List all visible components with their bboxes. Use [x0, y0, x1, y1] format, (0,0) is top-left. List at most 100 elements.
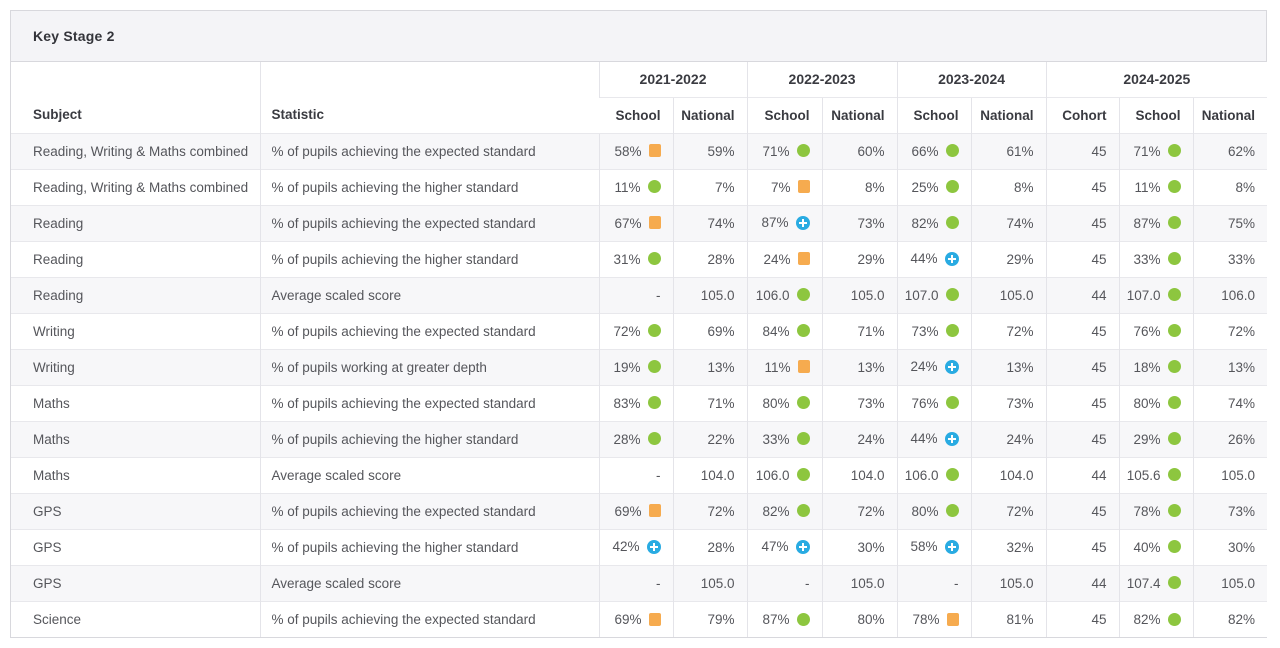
cell-value: -	[656, 575, 661, 591]
table-row: Reading% of pupils achieving the expecte…	[11, 204, 1268, 241]
green-circle-icon	[945, 288, 959, 302]
value-cell: 45	[1045, 204, 1120, 241]
cell-value: 11%	[764, 359, 791, 375]
subject-column-header: Subject	[33, 106, 82, 122]
panel-title: Key Stage 2	[11, 11, 1266, 62]
cell-value: 45	[1091, 215, 1107, 231]
cell-value: 28%	[707, 251, 735, 267]
value-cell: 79%	[672, 600, 748, 637]
value-cell: 73%	[970, 384, 1047, 421]
cell-value: 74%	[707, 215, 735, 231]
value-cell: 71%	[746, 132, 823, 169]
table-row: Maths% of pupils achieving the expected …	[11, 384, 1268, 421]
value-cell: 45	[1045, 420, 1120, 457]
cell-value: 45	[1091, 323, 1107, 339]
sub-column-header-cohort: Cohort	[1045, 96, 1120, 133]
cell-value: 76%	[911, 395, 939, 411]
green-circle-icon	[796, 504, 810, 518]
table-header: Subject Statistic 2021-2022 2022-2023 2023…	[11, 62, 1268, 133]
value-cell: 106.0	[1192, 276, 1268, 313]
value-cell: 107.0	[1118, 276, 1194, 313]
cell-value: 47%	[761, 539, 789, 555]
cell-value: 107.0	[904, 287, 939, 303]
cell-value: 104.0	[850, 467, 885, 483]
subject-cell: Reading, Writing & Maths combined	[11, 168, 260, 205]
statistic-cell: % of pupils achieving the expected stand…	[259, 384, 599, 421]
value-cell: 69%	[598, 492, 673, 529]
green-circle-icon	[1167, 576, 1181, 590]
cell-value: 13%	[1228, 359, 1256, 375]
value-cell: 7%	[746, 168, 823, 205]
table-row: Reading Average scaled score - 105.0 106.0 10…	[11, 276, 1268, 313]
value-cell: 45	[1045, 492, 1120, 529]
table-row: Writing% of pupils working at greater de…	[11, 348, 1268, 385]
cell-value: 45	[1091, 431, 1107, 447]
table-row: GPS% of pupils achieving the expected st…	[11, 492, 1268, 529]
cell-value: 71%	[1133, 143, 1161, 159]
cell-value: 107.4	[1126, 575, 1161, 591]
cell-value: 69%	[614, 503, 642, 519]
cell-value: 13%	[707, 359, 735, 375]
green-circle-icon	[945, 324, 959, 338]
subject-cell: Maths	[11, 456, 260, 493]
value-cell: 13%	[672, 348, 748, 385]
cell-value: 29%	[857, 251, 885, 267]
value-cell: 59%	[672, 132, 748, 169]
cell-value: 30%	[1228, 539, 1256, 555]
value-cell: 72%	[821, 492, 898, 529]
green-circle-icon	[647, 396, 661, 410]
value-cell: 74%	[1192, 384, 1268, 421]
cell-value: 59%	[707, 143, 735, 159]
green-circle-icon	[647, 180, 661, 194]
value-cell: 24%	[821, 420, 898, 457]
cell-value: 72%	[613, 323, 641, 339]
orange-square-icon	[797, 180, 810, 194]
cell-value: 11%	[1134, 179, 1161, 195]
green-circle-icon	[647, 252, 661, 266]
green-circle-icon	[796, 288, 810, 302]
value-cell: 26%	[1192, 420, 1268, 457]
cell-value: 45	[1091, 611, 1107, 627]
value-cell: 105.6	[1118, 456, 1194, 493]
table-body: Reading, Writing & Maths combined % of pu…	[11, 132, 1268, 637]
value-cell: 106.0	[746, 456, 823, 493]
subject-cell: GPS	[11, 564, 260, 601]
statistic-cell: % of pupils achieving the expected stand…	[259, 600, 599, 637]
green-circle-icon	[1167, 216, 1181, 230]
value-cell: 24%	[746, 240, 823, 277]
cell-value: 74%	[1006, 215, 1034, 231]
cell-value: 28%	[613, 431, 641, 447]
cell-value: 78%	[1133, 503, 1161, 519]
value-cell: 71%	[672, 384, 748, 421]
value-cell: 44	[1045, 456, 1120, 493]
value-cell: 58%	[896, 528, 972, 565]
value-cell: 105.0	[821, 276, 898, 313]
value-cell: 29%	[1118, 420, 1194, 457]
green-circle-icon	[1167, 504, 1181, 518]
value-cell: 33%	[1192, 240, 1268, 277]
value-cell: 82%	[746, 492, 823, 529]
cell-value: 24%	[857, 431, 885, 447]
green-circle-icon	[1167, 612, 1181, 626]
green-circle-icon	[945, 504, 959, 518]
value-cell: 87%	[746, 600, 823, 637]
cell-value: 8%	[1014, 179, 1034, 195]
cell-value: 33%	[762, 431, 790, 447]
subject-cell: Reading	[11, 204, 260, 241]
green-circle-icon	[1167, 288, 1181, 302]
cell-value: 82%	[1133, 611, 1161, 627]
cell-value: 105.0	[700, 287, 735, 303]
value-cell: 45	[1045, 132, 1120, 169]
value-cell: 106.0	[896, 456, 972, 493]
value-cell: 44%	[896, 240, 972, 277]
table-row: Maths Average scaled score - 104.0 106.0 104.…	[11, 456, 1268, 493]
cell-value: 75%	[1228, 215, 1256, 231]
value-cell: 72%	[1192, 312, 1268, 349]
cell-value: 105.0	[850, 287, 885, 303]
sub-column-header-school: School	[1118, 96, 1194, 133]
value-cell: 58%	[598, 132, 673, 169]
cell-value: 61%	[1006, 143, 1034, 159]
value-cell: 60%	[821, 132, 898, 169]
cell-value: 67%	[614, 215, 642, 231]
value-cell: 72%	[970, 492, 1047, 529]
